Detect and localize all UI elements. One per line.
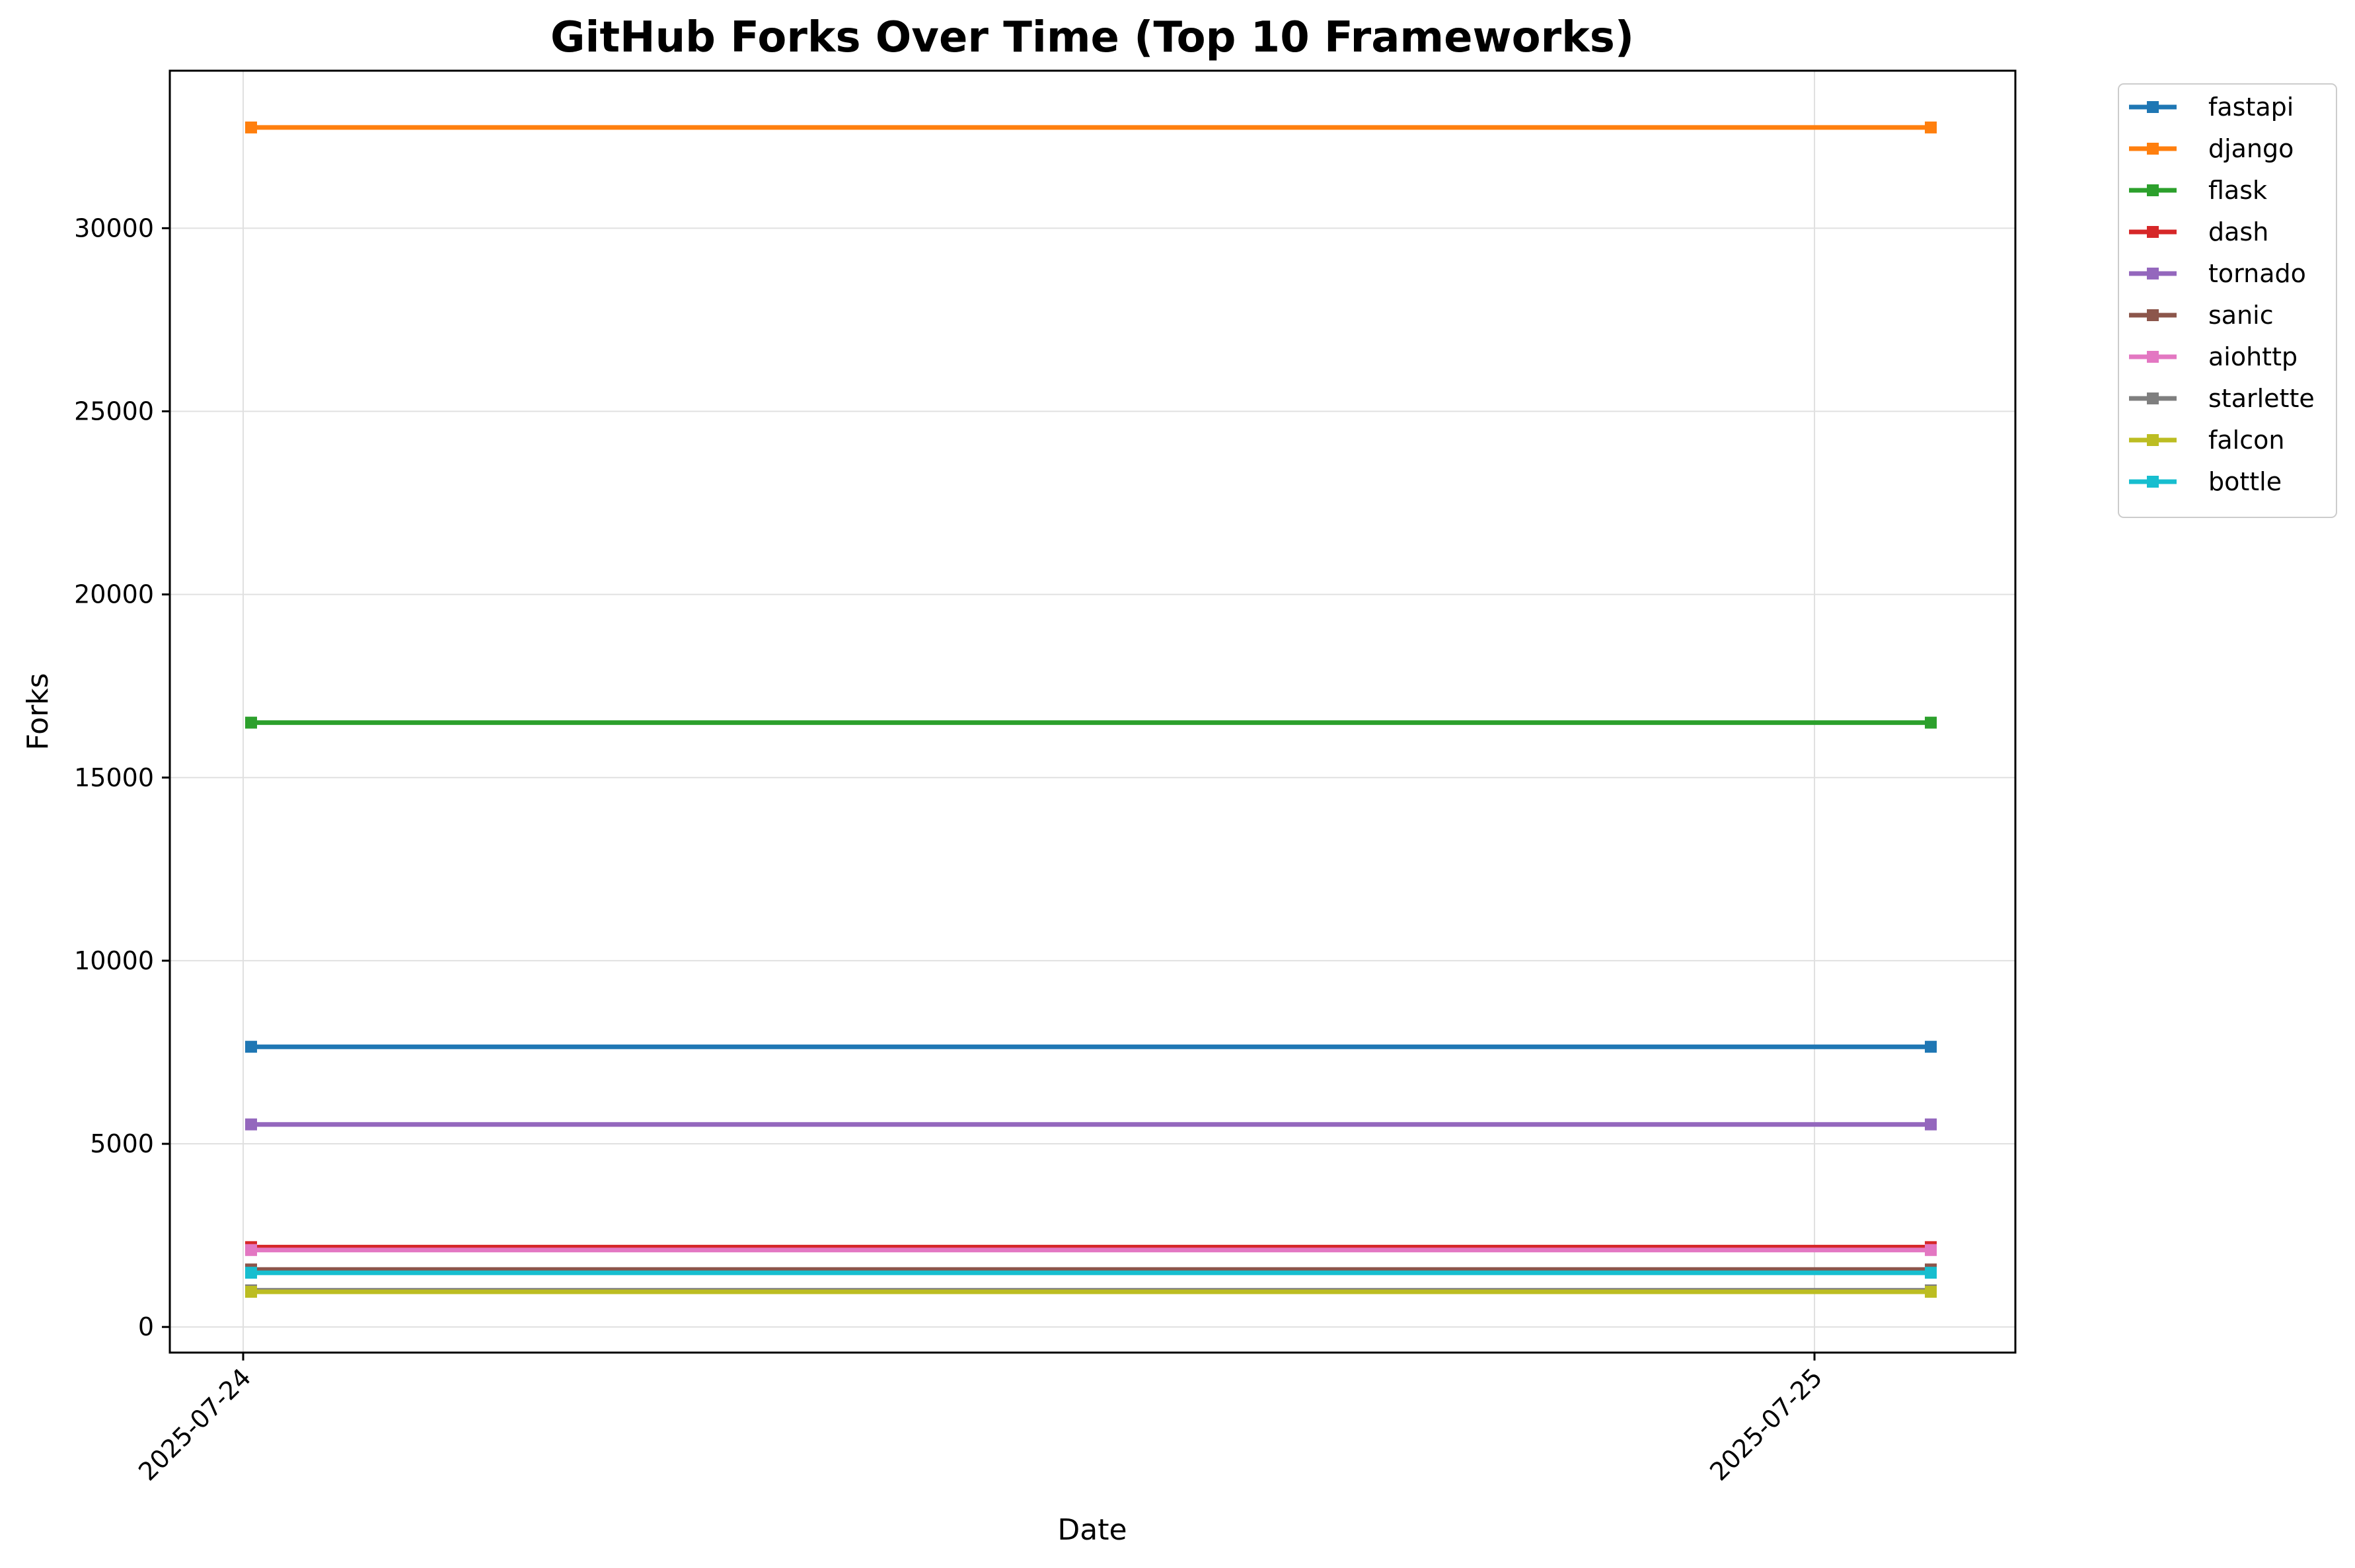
- legend-label: starlette: [2208, 384, 2315, 413]
- legend-label: aiohttp: [2208, 342, 2298, 371]
- legend-swatch-marker: [2147, 309, 2159, 321]
- legend-label: tornado: [2208, 259, 2306, 288]
- data-point: [245, 121, 257, 133]
- data-point: [1925, 1285, 1937, 1298]
- legend-label: dash: [2208, 217, 2268, 246]
- y-tick-label: 25000: [74, 396, 154, 426]
- data-point: [245, 1118, 257, 1131]
- series-aiohttp: [245, 1244, 1937, 1256]
- data-point: [1925, 1118, 1937, 1131]
- legend-label: django: [2208, 134, 2294, 163]
- y-tick-label: 20000: [74, 580, 154, 609]
- legend-label: falcon: [2208, 426, 2284, 455]
- y-tick-label: 0: [138, 1312, 154, 1341]
- legend-swatch-marker: [2147, 434, 2159, 446]
- data-point: [245, 1267, 257, 1279]
- series-falcon: [245, 1285, 1937, 1298]
- legend: fastapi django flask dash tornado sanic aiohtt…: [2118, 83, 2337, 518]
- legend-swatch-marker: [2147, 101, 2159, 113]
- legend-item-dash: dash: [2129, 217, 2268, 246]
- grid: [170, 71, 2015, 1353]
- data-point: [245, 1041, 257, 1053]
- data-point: [1925, 1244, 1937, 1256]
- y-axis-label: Forks: [21, 673, 55, 750]
- legend-label: flask: [2208, 176, 2267, 205]
- legend-item-aiohttp: aiohttp: [2129, 342, 2298, 371]
- data-point: [245, 1285, 257, 1298]
- series-flask: [245, 716, 1937, 729]
- legend-item-falcon: falcon: [2129, 426, 2284, 455]
- legend-swatch-marker: [2147, 226, 2159, 238]
- data-point: [245, 1244, 257, 1256]
- series-group: [245, 121, 1937, 1298]
- data-point: [245, 716, 257, 729]
- data-point: [1925, 1041, 1937, 1053]
- y-tick-label: 10000: [74, 946, 154, 975]
- legend-item-tornado: tornado: [2129, 259, 2306, 288]
- legend-item-fastapi: fastapi: [2129, 93, 2294, 122]
- series-bottle: [245, 1267, 1937, 1279]
- legend-label: bottle: [2208, 467, 2282, 496]
- y-tick-label: 30000: [74, 213, 154, 243]
- y-tick-label: 15000: [74, 763, 154, 792]
- legend-swatch-marker: [2147, 143, 2159, 155]
- legend-label: sanic: [2208, 301, 2274, 330]
- legend-swatch-marker: [2147, 392, 2159, 404]
- series-tornado: [245, 1118, 1937, 1131]
- legend-swatch-marker: [2147, 268, 2159, 280]
- x-axis-label: Date: [1057, 1513, 1127, 1547]
- legend-swatch-marker: [2147, 351, 2159, 363]
- legend-swatch-marker: [2147, 184, 2159, 196]
- legend-swatch-marker: [2147, 476, 2159, 488]
- legend-item-starlette: starlette: [2129, 384, 2315, 413]
- chart-title: GitHub Forks Over Time (Top 10 Framework…: [550, 13, 1634, 62]
- y-tick-label: 5000: [90, 1129, 154, 1158]
- data-point: [1925, 1267, 1937, 1279]
- legend-item-sanic: sanic: [2129, 301, 2274, 330]
- legend-label: fastapi: [2208, 93, 2294, 122]
- series-django: [245, 121, 1937, 133]
- data-point: [1925, 121, 1937, 133]
- plot-frame: [168, 69, 2017, 1354]
- series-fastapi: [245, 1041, 1937, 1053]
- legend-item-bottle: bottle: [2129, 467, 2282, 496]
- legend-item-flask: flask: [2129, 176, 2267, 205]
- data-point: [1925, 716, 1937, 729]
- legend-item-django: django: [2129, 134, 2294, 163]
